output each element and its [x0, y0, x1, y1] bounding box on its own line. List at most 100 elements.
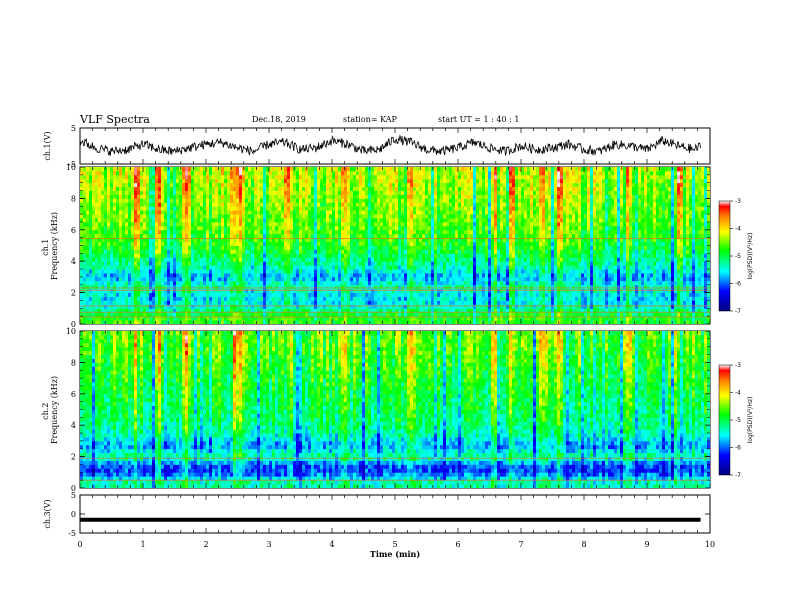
spectrogram-cell: [131, 304, 135, 309]
spectrogram-cell: [329, 178, 333, 184]
spectrogram-cell: [335, 237, 339, 242]
spectrogram-cell: [272, 308, 276, 313]
spectrogram-cell: [110, 261, 114, 266]
spectrogram-cell: [383, 292, 387, 297]
spectrogram-cell: [170, 300, 174, 305]
spectrogram-cell: [434, 292, 438, 297]
spectrogram-cell: [431, 178, 435, 184]
spectrogram-cell: [224, 272, 228, 278]
spectrogram-cell: [239, 288, 243, 294]
spectrogram-cell: [242, 249, 246, 254]
spectrogram-cell: [116, 300, 120, 305]
spectrogram-cell: [104, 178, 108, 184]
spectrogram-cell: [179, 190, 183, 195]
spectrogram-cell: [122, 186, 126, 191]
spectrogram-cell: [311, 280, 315, 286]
spectrogram-cell: [233, 186, 237, 191]
spectrogram-cell: [275, 257, 279, 262]
spectrogram-cell: [137, 214, 141, 219]
spectrogram-cell: [419, 284, 423, 290]
spectrogram-cell: [305, 214, 309, 219]
spectrogram-cell: [122, 194, 126, 199]
spectrogram-cell: [218, 241, 222, 246]
spectrogram-cell: [158, 178, 162, 184]
spectrogram-cell: [146, 261, 150, 266]
spectrogram-cell: [251, 198, 255, 203]
spectrogram-cell: [164, 320, 168, 324]
spectrogram-cell: [443, 167, 447, 172]
spectrogram-cell: [107, 194, 111, 199]
spectrogram-cell: [206, 221, 210, 227]
spectrogram-cell: [242, 276, 246, 282]
spectrogram-cell: [131, 237, 135, 242]
spectrogram-cell: [446, 206, 450, 211]
spectrogram-cell: [143, 210, 147, 215]
spectrogram-cell: [164, 174, 168, 180]
spectrogram-cell: [443, 280, 447, 286]
spectrogram-cell: [368, 292, 372, 297]
spectrogram-cell: [239, 167, 243, 172]
spectrogram-cell: [245, 174, 249, 180]
spectrogram-cell: [95, 190, 99, 195]
spectrogram-cell: [452, 284, 456, 290]
spectrogram-cell: [239, 320, 243, 324]
spectrogram-cell: [278, 316, 282, 321]
spectrogram-cell: [191, 288, 195, 294]
spectrogram-cell: [308, 237, 312, 242]
spectrogram-cell: [308, 241, 312, 246]
spectrogram-cell: [233, 280, 237, 286]
spectrogram-cell: [149, 296, 153, 301]
spectrogram-cell: [179, 198, 183, 203]
spectrogram-cell: [446, 292, 450, 297]
spectrogram-cell: [161, 167, 165, 172]
spectrogram-cell: [314, 182, 318, 188]
spectrogram-cell: [326, 304, 330, 309]
spectrogram-cell: [167, 272, 171, 278]
spectrogram-cell: [383, 280, 387, 286]
spectrogram-cell: [368, 206, 372, 211]
spectrogram-cell: [437, 300, 441, 305]
spectrogram-cell: [128, 237, 132, 242]
spectrogram-cell: [83, 170, 87, 176]
spectrogram-cell: [284, 304, 288, 309]
spectrogram-cell: [371, 280, 375, 286]
spectrogram-cell: [155, 245, 159, 250]
spectrogram-cell: [173, 249, 177, 254]
spectrogram-cell: [428, 245, 432, 250]
spectrogram-cell: [431, 186, 435, 191]
spectrogram-cell: [254, 190, 258, 195]
spectrogram-cell: [422, 249, 426, 254]
spectrogram-cell: [137, 190, 141, 195]
spectrogram-cell: [383, 316, 387, 321]
spectrogram-cell: [227, 225, 231, 231]
spectrogram-cell: [362, 186, 366, 191]
spectrogram-cell: [95, 312, 99, 317]
spectrogram-cell: [179, 225, 183, 231]
spectrogram-cell: [173, 269, 177, 274]
spectrogram-cell: [284, 269, 288, 274]
spectrogram-cell: [377, 190, 381, 195]
spectrogram-cell: [314, 292, 318, 297]
spectrogram-cell: [389, 167, 393, 172]
spectrogram-cell: [95, 257, 99, 262]
spectrogram-cell: [401, 272, 405, 278]
spectrogram-cell: [365, 174, 369, 180]
spectrogram-cell: [440, 253, 444, 258]
spectrogram-cell: [107, 229, 111, 235]
spectrogram-cell: [92, 253, 96, 258]
spectrogram-cell: [365, 241, 369, 246]
spectrogram-cell: [302, 249, 306, 254]
spectrogram-cell: [365, 178, 369, 184]
spectrogram-cell: [377, 296, 381, 301]
spectrogram-cell: [113, 182, 117, 188]
spectrogram-cell: [305, 257, 309, 262]
spectrogram-cell: [161, 198, 165, 203]
spectrogram-cell: [215, 320, 219, 324]
spectrogram-cell: [449, 237, 453, 242]
spectrogram-cell: [98, 316, 102, 321]
spectrogram-cell: [380, 233, 384, 239]
spectrogram-cell: [332, 245, 336, 250]
spectrogram-cell: [284, 186, 288, 191]
spectrogram-cell: [383, 237, 387, 242]
spectrogram-cell: [362, 210, 366, 215]
